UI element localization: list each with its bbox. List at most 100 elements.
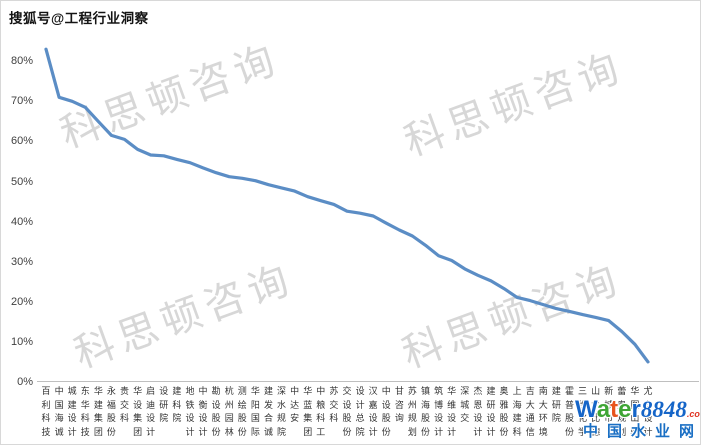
x-axis-label-char: 中 xyxy=(290,386,300,396)
x-axis-label: 中粮科工 xyxy=(314,385,328,439)
x-axis-label-char: 院 xyxy=(172,413,182,423)
x-axis-label-char: 华 xyxy=(93,386,103,396)
x-axis-label-char: 利 xyxy=(41,399,51,410)
x-axis-label-char: 铁 xyxy=(185,399,195,410)
x-axis-label: 测绘股份 xyxy=(235,385,249,439)
x-axis-label-char: 吉 xyxy=(525,386,535,396)
x-axis-label: 中衡设计 xyxy=(196,385,210,439)
x-axis-label-char: 福 xyxy=(106,399,116,410)
x-axis-label-char: 上 xyxy=(512,386,522,396)
x-axis-label-char: 新 xyxy=(604,386,614,396)
x-axis-label-char: 华 xyxy=(447,386,457,396)
x-axis-label: 百利科技 xyxy=(39,385,53,439)
x-axis-label: 建研设计 xyxy=(484,385,498,439)
x-axis-label-char: 份 xyxy=(421,426,431,437)
x-axis-label: 筑博设计 xyxy=(432,385,446,439)
x-axis-label-char: 测 xyxy=(237,386,247,396)
x-axis-label-char: 设 xyxy=(67,413,77,423)
x-axis-label-char: 中 xyxy=(198,386,208,396)
y-axis-tick-label: 0% xyxy=(17,376,33,388)
watermark-text: 科思顿咨询 xyxy=(54,36,286,157)
x-axis-label-char: 建 xyxy=(67,399,77,410)
x-axis-label-char: 科 xyxy=(172,399,182,410)
x-axis-label-char: 城 xyxy=(67,386,77,396)
x-axis-label-char: 霍 xyxy=(564,386,574,396)
x-axis-label-char: 粮 xyxy=(316,399,326,410)
x-axis-label-char: 华 xyxy=(630,386,640,396)
x-axis-label-char: 中 xyxy=(54,386,64,396)
x-axis-label-char: 诚 xyxy=(54,426,64,437)
x-axis-label-char: 博 xyxy=(434,399,444,410)
x-axis-label-char: 集 xyxy=(93,413,103,423)
x-axis-label-char: 股 xyxy=(342,413,352,423)
x-axis-label: 杰恩设计 xyxy=(471,385,485,439)
x-axis-label-char: 划 xyxy=(407,426,417,437)
y-axis-tick-label: 80% xyxy=(10,55,33,68)
x-axis-label: 上海建科 xyxy=(510,385,524,439)
x-axis-label-char: 环 xyxy=(538,413,548,423)
x-axis-label-char: 计 xyxy=(198,426,208,437)
x-axis-label: 勘设股份 xyxy=(209,385,223,439)
x-axis-label-char: 衡 xyxy=(198,399,208,410)
x-axis-label-char: 设 xyxy=(146,413,156,423)
x-axis-label-char: 股 xyxy=(499,413,509,423)
x-axis-label-char: 交 xyxy=(329,399,339,410)
x-axis-label-char: 股 xyxy=(421,413,431,423)
x-axis-label: 启迪设计 xyxy=(144,385,158,439)
x-axis-label: 苏州规划 xyxy=(405,385,419,439)
x-axis-label-char: 规 xyxy=(617,413,627,423)
x-axis-label: 吉大通信 xyxy=(523,385,537,439)
x-axis-label-char: 筑 xyxy=(434,386,444,396)
x-axis-label-char: 镇 xyxy=(421,386,431,396)
x-axis-label-char: 设 xyxy=(211,399,221,410)
x-axis-label-char: 股 xyxy=(106,413,116,423)
x-axis-label-char: 交 xyxy=(342,386,352,396)
x-axis-label-char: 计 xyxy=(67,426,77,437)
x-axis-label-char: 水 xyxy=(591,399,601,410)
x-axis-label-char: 设 xyxy=(643,413,653,423)
x-axis-label-char: 研 xyxy=(159,399,169,410)
x-axis-label: 交设股份 xyxy=(340,385,354,439)
x-axis-label-char: 设 xyxy=(198,413,208,423)
x-axis-label-char: 州 xyxy=(407,399,417,410)
x-axis-label-char: 国 xyxy=(54,399,64,410)
x-axis-label-char: 山 xyxy=(591,386,601,396)
x-axis-label-char: 华 xyxy=(80,399,90,410)
y-axis-tick-label: 70% xyxy=(10,95,33,108)
x-axis-label: 苏交科 xyxy=(327,385,341,426)
x-axis-label-char: 设 xyxy=(447,413,457,423)
x-axis-label-char: 大 xyxy=(525,399,535,410)
x-axis-label-char: 院 xyxy=(159,413,169,423)
x-axis-label-char: 达 xyxy=(290,399,300,410)
x-axis-label-char: 份 xyxy=(381,426,391,437)
x-axis-label-char: 诚 xyxy=(263,426,273,437)
x-axis-label-char: 苏 xyxy=(407,386,417,396)
x-axis-label: 深城交 xyxy=(458,385,472,426)
x-axis-label-char: 建 xyxy=(486,386,496,396)
x-axis-label-char: 技 xyxy=(80,426,90,437)
x-axis-label-char: 信 xyxy=(525,426,535,437)
x-axis-label-char: 集 xyxy=(303,413,313,423)
x-axis-label: 新城市 xyxy=(602,385,616,426)
x-axis-label: 深水规院 xyxy=(275,385,289,439)
x-axis-label-char: 通 xyxy=(525,413,535,423)
x-axis-label-char: 计 xyxy=(643,426,653,437)
x-axis-label-char: 林 xyxy=(224,426,234,437)
x-axis-label-char: 设 xyxy=(486,413,496,423)
x-axis-label-char: 咨 xyxy=(394,399,404,410)
x-axis-label: 城建设计 xyxy=(65,385,79,439)
x-axis-label-char: 安 xyxy=(290,413,300,423)
x-axis-label-char: 百 xyxy=(41,386,51,396)
x-axis-label-char: 南 xyxy=(538,386,548,396)
x-axis-label-char: 华 xyxy=(133,386,143,396)
x-axis-label-char: 计 xyxy=(146,426,156,437)
x-axis-label-char: 规 xyxy=(407,413,417,423)
x-axis-label-char: 份 xyxy=(342,426,352,437)
x-axis-label-char: 股 xyxy=(564,413,574,423)
x-axis-label-char: 设 xyxy=(368,413,378,423)
x-axis-label-char: 股 xyxy=(237,413,247,423)
x-axis-label: 三维化学 xyxy=(576,385,590,439)
page-title: 搜狐号@工程行业洞察 xyxy=(9,11,149,26)
x-axis-label-char: 份 xyxy=(499,426,509,437)
